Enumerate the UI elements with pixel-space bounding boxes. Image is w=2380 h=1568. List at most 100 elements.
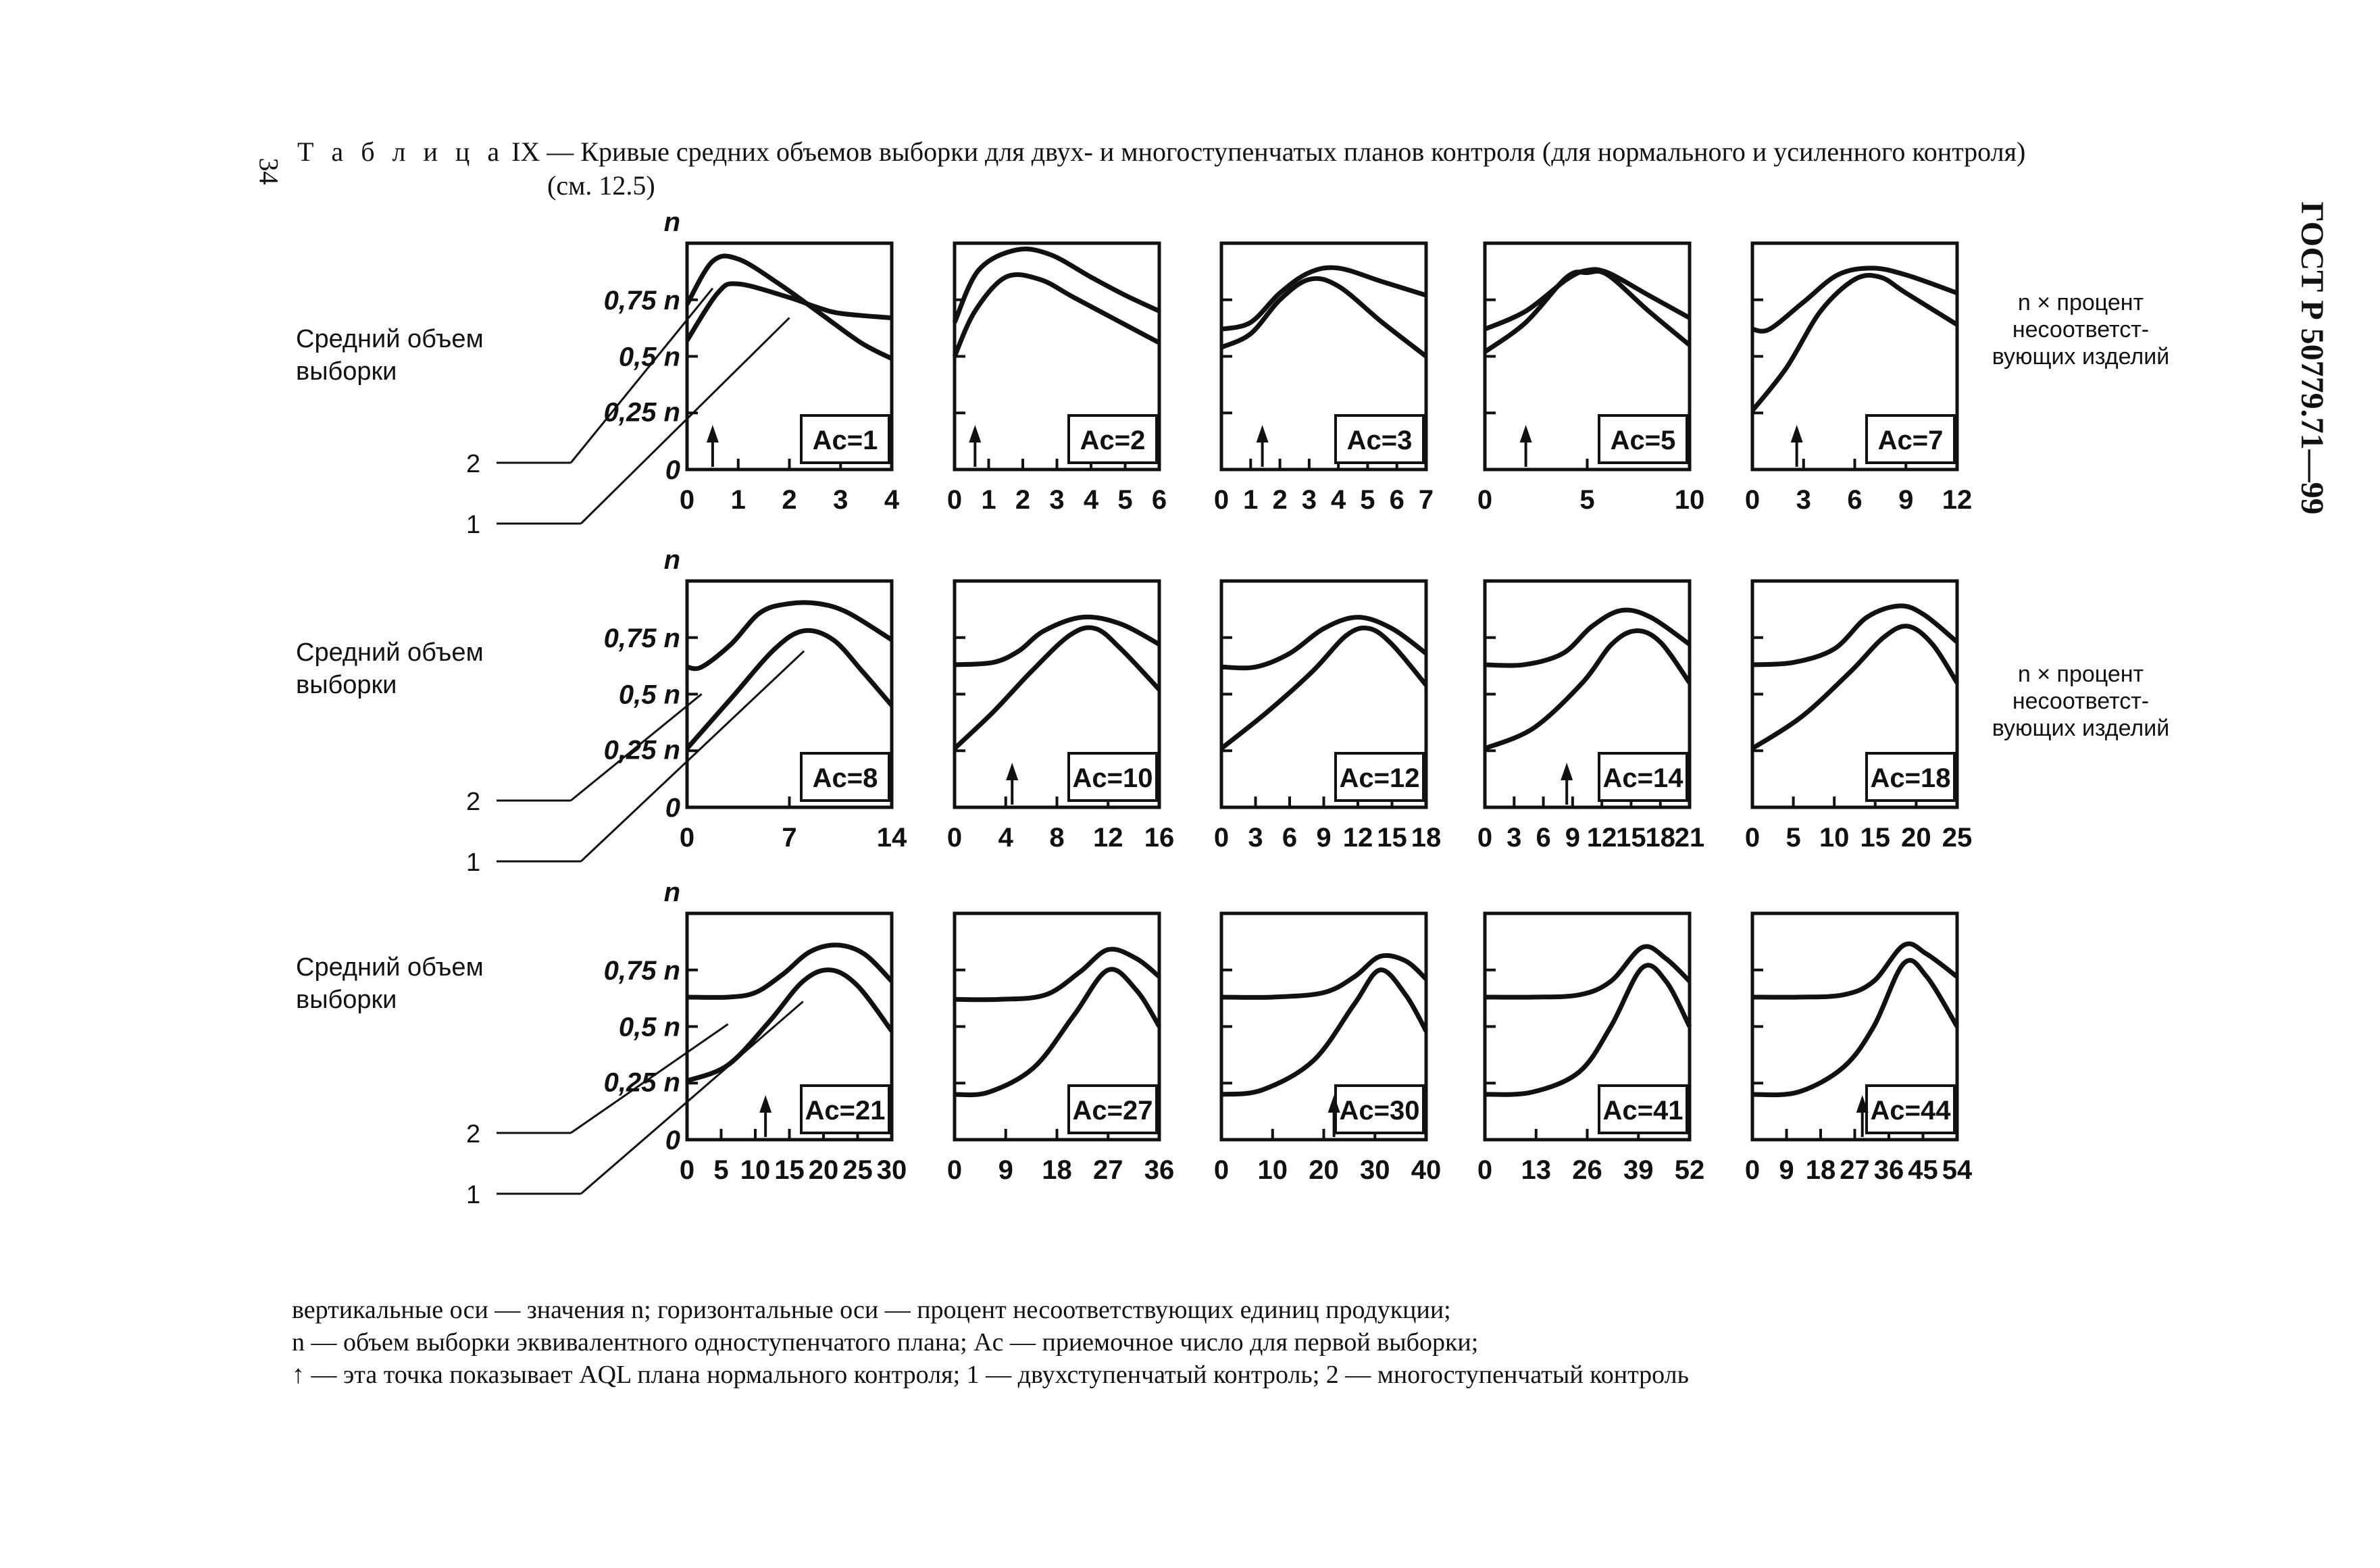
x-tick-label: 1 (981, 485, 996, 515)
notes: вертикальные оси — значения n; горизонта… (292, 1294, 2251, 1391)
x-tick-label: 40 (1411, 1155, 1442, 1185)
ac-label-box (1067, 414, 1158, 464)
x-tick-label: 9 (1898, 485, 1913, 515)
x-tick-label: 7 (782, 823, 796, 853)
aql-arrow-icon (1256, 425, 1269, 467)
y-axis-label: 0,75 n (604, 956, 680, 986)
x-tick-label: 0 (1745, 1155, 1760, 1185)
ac-label-box (1067, 752, 1158, 802)
x-tick-label: 6 (1390, 485, 1404, 515)
x-tick-label: 54 (1942, 1155, 1973, 1185)
chart-14: 0 13 26 39 52 Ac=41 (1477, 911, 1705, 1185)
aql-arrow-icon (1519, 425, 1532, 467)
x-tick-label: 0 (1745, 485, 1760, 515)
ac-label: Ac=2 (1080, 426, 1146, 455)
ac-label: Ac=10 (1073, 763, 1153, 793)
x-tick-label: 0 (947, 485, 962, 515)
aql-arrow-icon (706, 425, 719, 467)
x-tick-label: 20 (1309, 1155, 1339, 1185)
x-tick-label: 5 (1117, 485, 1132, 515)
ac-label: Ac=14 (1603, 763, 1684, 793)
ac-label-box (1067, 1084, 1158, 1134)
aql-arrow-icon (1561, 763, 1573, 805)
y-axis-label: 0,5 n (619, 680, 680, 710)
x-tick-label: 5 (713, 1155, 728, 1185)
y-axis-label: 0,25 n (604, 735, 680, 765)
series-1-curve (1220, 276, 1428, 359)
x-tick-label: 36 (1874, 1155, 1904, 1185)
x-tick-label: 18 (1411, 823, 1442, 853)
x-tick-label: 15 (1616, 823, 1646, 853)
series-1-curve (1221, 967, 1429, 1097)
series-1-curve (1483, 268, 1692, 354)
x-tick-label: 27 (1840, 1155, 1870, 1185)
series-2-curve (954, 614, 1161, 667)
series-1-curve (1484, 963, 1692, 1097)
ac-label-box (1598, 1084, 1688, 1134)
x-tick-label: 0 (1745, 823, 1760, 853)
x-tick-label: 10 (1819, 823, 1850, 853)
series-2-curve (1484, 944, 1692, 1000)
x-tick-label: 0 (947, 823, 962, 853)
aql-arrow-icon (1006, 763, 1019, 805)
chart-7: 0 4 8 12 16 Ac=10 (947, 579, 1174, 853)
x-tick-label: 3 (1302, 485, 1317, 515)
ac-label: Ac=3 (1347, 426, 1413, 455)
y-axis-label: 0,25 n (604, 397, 680, 427)
y-axis-label: 0 (665, 793, 680, 823)
x-tick-label: 21 (1675, 823, 1705, 853)
ac-label-box (1334, 1084, 1425, 1134)
x-tick-label: 7 (1419, 485, 1434, 515)
chart-13: 0 10 20 30 40 Ac=30 (1214, 911, 1442, 1185)
y-axis-label: 0,5 n (619, 1013, 680, 1042)
x-tick-label: 15 (1377, 823, 1407, 853)
aql-arrow-icon (1327, 1095, 1340, 1137)
ac-label: Ac=30 (1340, 1096, 1420, 1126)
x-tick-label: 1 (1243, 485, 1258, 515)
ac-label: Ac=1 (813, 426, 878, 455)
y-axis-label: n (664, 545, 680, 575)
right-label-1: n × процент несоответст- вующих изделий (1992, 290, 2170, 370)
chart-3: 0 1 2 3 4 5 6 7 Ac=3 (1214, 241, 1434, 515)
x-tick-label: 13 (1521, 1155, 1552, 1185)
y-axis-label: n (664, 878, 680, 907)
series-2-curve (952, 247, 1161, 324)
series-2-curve (686, 942, 894, 1000)
x-tick-label: 3 (1796, 485, 1811, 515)
ac-label: Ac=7 (1878, 426, 1944, 455)
y-axis-label: 0,25 n (604, 1067, 680, 1097)
x-tick-label: 5 (1360, 485, 1375, 515)
series-1-curve (953, 625, 1161, 751)
series-1-curve (685, 281, 892, 342)
note-line-2: n — объем выборки эквивалентного односту… (292, 1328, 1479, 1357)
x-tick-label: 9 (1316, 823, 1331, 853)
chart-4: 0 5 10 Ac=5 (1477, 241, 1705, 515)
chart-12: 0 9 18 27 36 Ac=27 (947, 911, 1174, 1185)
x-tick-label: 6 (1152, 485, 1167, 515)
x-tick-label: 5 (1786, 823, 1800, 853)
series-1-curve (1484, 628, 1692, 751)
x-tick-label: 0 (680, 823, 694, 853)
series-2-curve (1752, 603, 1959, 667)
x-tick-label: 3 (1507, 823, 1521, 853)
table-label: Т а б л и ц а (297, 136, 505, 167)
ac-label-box (1865, 1084, 1956, 1134)
ac-label: Ac=44 (1871, 1096, 1952, 1126)
ac-label-box (800, 1084, 890, 1134)
x-tick-label: 52 (1675, 1155, 1705, 1185)
row-label-1: Средний объем выборки (296, 325, 484, 386)
x-tick-label: 20 (1901, 823, 1931, 853)
ac-label-box (1334, 752, 1425, 802)
x-tick-label: 10 (1675, 485, 1705, 515)
series-2-curve (1221, 615, 1428, 671)
x-tick-label: 18 (1645, 823, 1675, 853)
series-1-curve (1752, 958, 1959, 1098)
x-tick-label: 0 (947, 1155, 962, 1185)
series-2-curve (684, 253, 893, 361)
x-tick-label: 0 (1477, 1155, 1492, 1185)
x-tick-label: 14 (877, 823, 907, 853)
ac-label-box (1865, 414, 1956, 464)
ac-label-box (800, 414, 890, 464)
y-axis-label: 0 (665, 1126, 680, 1155)
